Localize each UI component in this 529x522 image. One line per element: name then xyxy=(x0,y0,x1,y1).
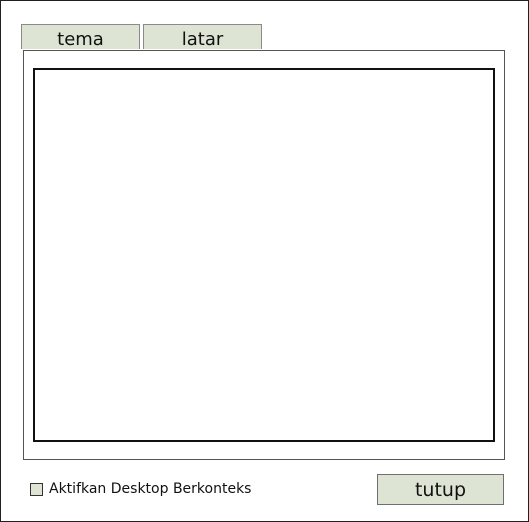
contextual-desktop-checkbox[interactable] xyxy=(30,482,43,496)
preview-area xyxy=(33,68,495,442)
contextual-desktop-label: Aktifkan Desktop Berkonteks xyxy=(49,481,252,497)
contextual-desktop-option[interactable]: Aktifkan Desktop Berkonteks xyxy=(30,480,251,498)
tab-tema-label: tema xyxy=(57,29,104,50)
close-button-label: tutup xyxy=(414,479,467,501)
tab-latar[interactable]: latar xyxy=(143,24,262,50)
tab-latar-label: latar xyxy=(181,29,224,50)
tab-tema[interactable]: tema xyxy=(21,24,140,50)
close-button[interactable]: tutup xyxy=(377,474,504,505)
